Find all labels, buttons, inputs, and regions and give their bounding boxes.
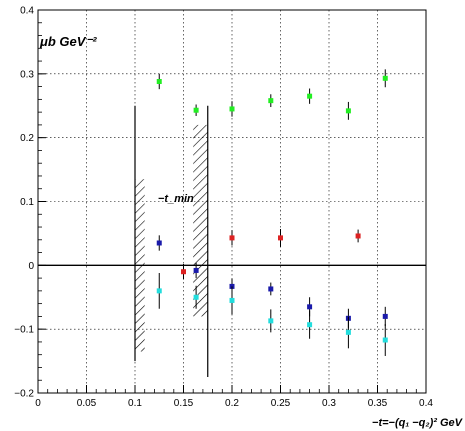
y-tick-label: 0.2: [20, 133, 34, 144]
tmin-annotation: −t_min: [158, 193, 194, 205]
y-axis-title: μb GeV⁻²: [39, 34, 97, 49]
data-point: [229, 235, 235, 241]
data-point: [268, 286, 274, 292]
data-point: [345, 329, 351, 335]
data-point: [156, 288, 162, 294]
data-point: [181, 269, 186, 275]
x-tick-label: 0.05: [77, 398, 97, 409]
data-point: [345, 108, 351, 114]
data-point: [193, 294, 199, 300]
grid: [38, 10, 426, 393]
data-point: [382, 337, 388, 343]
data-point: [278, 235, 283, 241]
data-point: [382, 313, 388, 319]
x-tick-label: 0: [35, 398, 41, 409]
x-tick-label: 0.15: [174, 398, 194, 409]
data-point: [307, 93, 313, 99]
data-point: [268, 98, 274, 104]
data-point: [307, 322, 313, 328]
axes: 0 0.05 0.1 0.15 0.2 0.25 0.3 0.35 0.4 0.4 0.3 0.2 0.…: [14, 6, 433, 410]
data-point: [229, 297, 235, 303]
x-tick-label: 0.4: [419, 398, 433, 409]
data-point: [229, 106, 235, 112]
y-tick-label: 0.3: [20, 69, 34, 80]
x-tick-label: 0.3: [322, 398, 336, 409]
data-point: [355, 233, 361, 239]
x-tick-label: 0.35: [368, 398, 388, 409]
data-point: [156, 240, 162, 246]
data-point: [193, 267, 199, 273]
y-tick-label: 0.4: [20, 6, 34, 17]
data-points: [156, 69, 388, 356]
x-axis-title: −t=−(q₁ −q₂)² GeV: [372, 417, 464, 429]
tmin-hatch: [193, 124, 208, 317]
data-point: [268, 318, 274, 324]
x-tick-label: 0.1: [128, 398, 142, 409]
y-tick-label: 0.1: [20, 197, 34, 208]
data-point: [193, 107, 199, 113]
x-tick-label: 0.25: [271, 398, 291, 409]
y-tick-label: 0: [28, 261, 34, 272]
x-tick-label: 0.2: [225, 398, 239, 409]
data-point: [382, 75, 388, 81]
tmin-bands: [134, 105, 209, 378]
y-tick-label: −0.1: [14, 325, 34, 336]
data-point: [307, 304, 313, 310]
data-point: [156, 78, 162, 84]
y-tick-label: −0.2: [14, 389, 34, 400]
